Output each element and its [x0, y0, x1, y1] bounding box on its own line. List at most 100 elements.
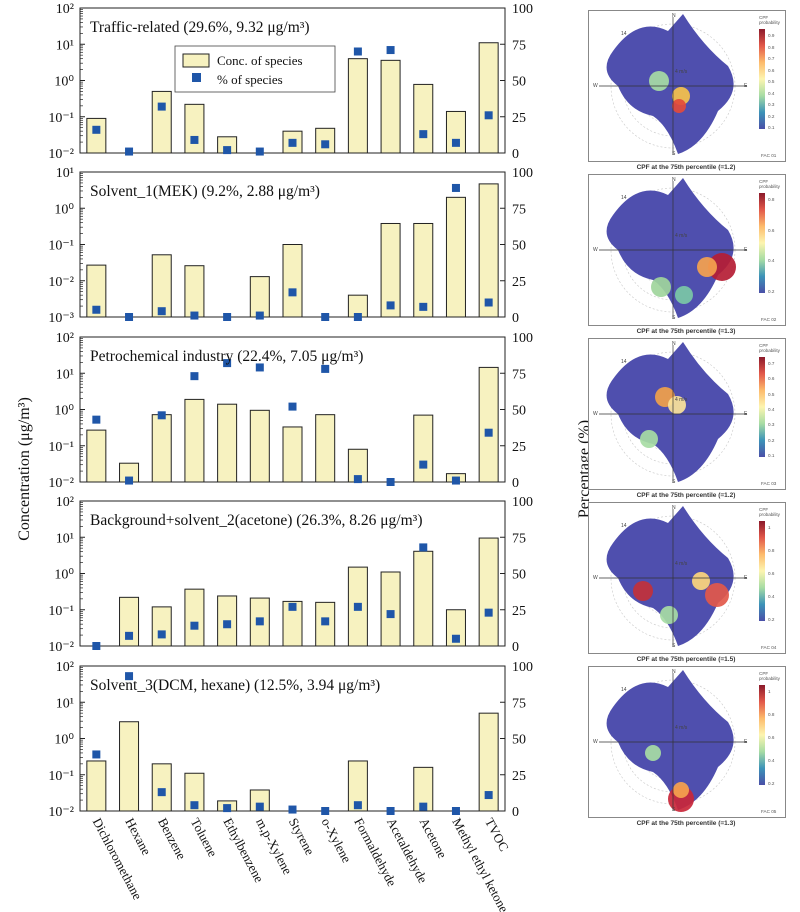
compass-south: S — [672, 151, 676, 157]
bar — [282, 426, 303, 483]
factor-label: FAC 01 — [761, 153, 777, 158]
y-tick-label-left: 10⁻² — [48, 147, 74, 162]
panel-title: Background+solvent_2(acetone) (26.3%, 8.… — [90, 512, 422, 529]
marker-point — [321, 617, 330, 626]
marker-point — [157, 630, 166, 639]
bar — [119, 721, 140, 812]
marker-point — [190, 372, 199, 381]
marker-point — [223, 804, 232, 813]
bar — [249, 409, 270, 483]
marker-point — [255, 363, 264, 372]
y-tick-label-left: 10⁰ — [54, 568, 74, 583]
y-tick-label-left: 10⁻² — [48, 476, 74, 491]
compass-south: S — [672, 807, 676, 813]
colorbar-tick-label: 0.8 — [768, 712, 775, 717]
compass-north: N — [672, 177, 676, 183]
bar — [413, 222, 434, 318]
compass-west: W — [593, 411, 598, 417]
compass-south: S — [672, 643, 676, 649]
marker-point — [190, 311, 199, 320]
bar — [151, 606, 172, 647]
colorbar: 0.9 0.8 0.7 0.6 0.5 0.4 0.3 0.2 0.1 — [759, 29, 785, 149]
bar — [478, 183, 499, 318]
colorbar: 0.8 0.6 0.4 0.2 — [759, 193, 785, 313]
y-tick-label-left: 10² — [56, 331, 74, 346]
y-tick-label-right: 75 — [512, 367, 526, 382]
marker-point — [386, 478, 395, 486]
colorbar-gradient — [759, 521, 765, 621]
legend-marker-swatch — [192, 73, 201, 82]
bar — [184, 265, 205, 318]
colorbar-gradient — [759, 357, 765, 457]
marker-point — [288, 288, 297, 297]
marker-point — [451, 138, 460, 147]
cpf-caption: CPF at the 75th percentile (=1.5) — [636, 656, 736, 663]
bar — [380, 222, 401, 318]
marker-point — [288, 402, 297, 411]
speed-ring-label: 14 — [621, 523, 627, 529]
y-tick-label-left: 10⁰ — [54, 404, 74, 419]
marker-point — [255, 617, 264, 626]
y-tick-label-left: 10² — [56, 2, 74, 17]
colorbar-tick-label: 0.8 — [768, 548, 775, 553]
bar — [151, 254, 172, 318]
legend-conc-label: Conc. of species — [217, 53, 303, 68]
cpf-hotspot — [668, 396, 686, 414]
ring-speed-label: 4 m/s — [675, 397, 688, 403]
bar — [184, 772, 205, 812]
y-tick-label-left: 10⁻¹ — [48, 440, 74, 455]
polar-plot — [599, 670, 747, 812]
cpf-caption: CPF at the 75th percentile (=1.2) — [636, 492, 736, 499]
y-tick-label-right: 25 — [512, 111, 526, 126]
compass-north: N — [672, 341, 676, 347]
marker-point — [288, 805, 297, 814]
x-category-label: Acetone — [417, 815, 451, 860]
marker-point — [92, 125, 101, 134]
marker-point — [484, 111, 493, 120]
panel-title: Traffic-related (29.6%, 9.32 μg/m³) — [90, 19, 310, 36]
y-tick-label-right: 50 — [512, 568, 526, 583]
bar — [86, 760, 107, 812]
compass-north: N — [672, 505, 676, 511]
bar — [380, 571, 401, 647]
marker-point — [386, 610, 395, 619]
bar — [445, 110, 466, 154]
marker-point — [125, 631, 134, 640]
y-tick-label-right: 75 — [512, 696, 526, 711]
y-tick-label-left: 10² — [56, 660, 74, 675]
colorbar-tick-label: 0.5 — [768, 391, 775, 397]
bar — [184, 103, 205, 154]
cpf-polar-panel: N S E W 14 4 m/s CPF probability 0.7 0.6 0.5 0.4 0.… — [588, 338, 786, 490]
marker-point — [157, 307, 166, 316]
factor-label: FAC 04 — [761, 645, 777, 650]
marker-point — [255, 802, 264, 811]
marker-point — [190, 135, 199, 144]
marker-point — [386, 46, 395, 55]
y-tick-label-left: 10⁰ — [54, 75, 74, 90]
bar — [478, 537, 499, 647]
cpf-hotspot — [633, 581, 653, 601]
factor-label: FAC 02 — [761, 317, 777, 322]
y-tick-label-right: 0 — [512, 640, 519, 655]
cpf-footprint — [606, 670, 734, 810]
polar-plot — [599, 506, 747, 647]
marker-point — [157, 102, 166, 111]
bar — [445, 196, 466, 318]
colorbar: 1 0.8 0.6 0.4 0.2 — [759, 521, 785, 641]
colorbar-tick-label: 1 — [768, 525, 771, 530]
bar — [315, 414, 336, 483]
y-tick-label-right: 25 — [512, 769, 526, 784]
bar — [249, 276, 270, 318]
bar — [217, 403, 238, 483]
colorbar-tick-label: 1 — [768, 689, 771, 694]
colorbar-tick-label: 0.4 — [768, 758, 775, 763]
colorbar-tick-label: 0.4 — [768, 594, 775, 599]
marker-point — [484, 428, 493, 437]
bar — [151, 414, 172, 483]
bar — [445, 609, 466, 647]
y-tick-label-left: 10⁻¹ — [48, 111, 74, 126]
y-tick-label-right: 100 — [512, 166, 533, 181]
bar — [347, 58, 368, 154]
colorbar-title: CPF probability — [759, 343, 780, 353]
